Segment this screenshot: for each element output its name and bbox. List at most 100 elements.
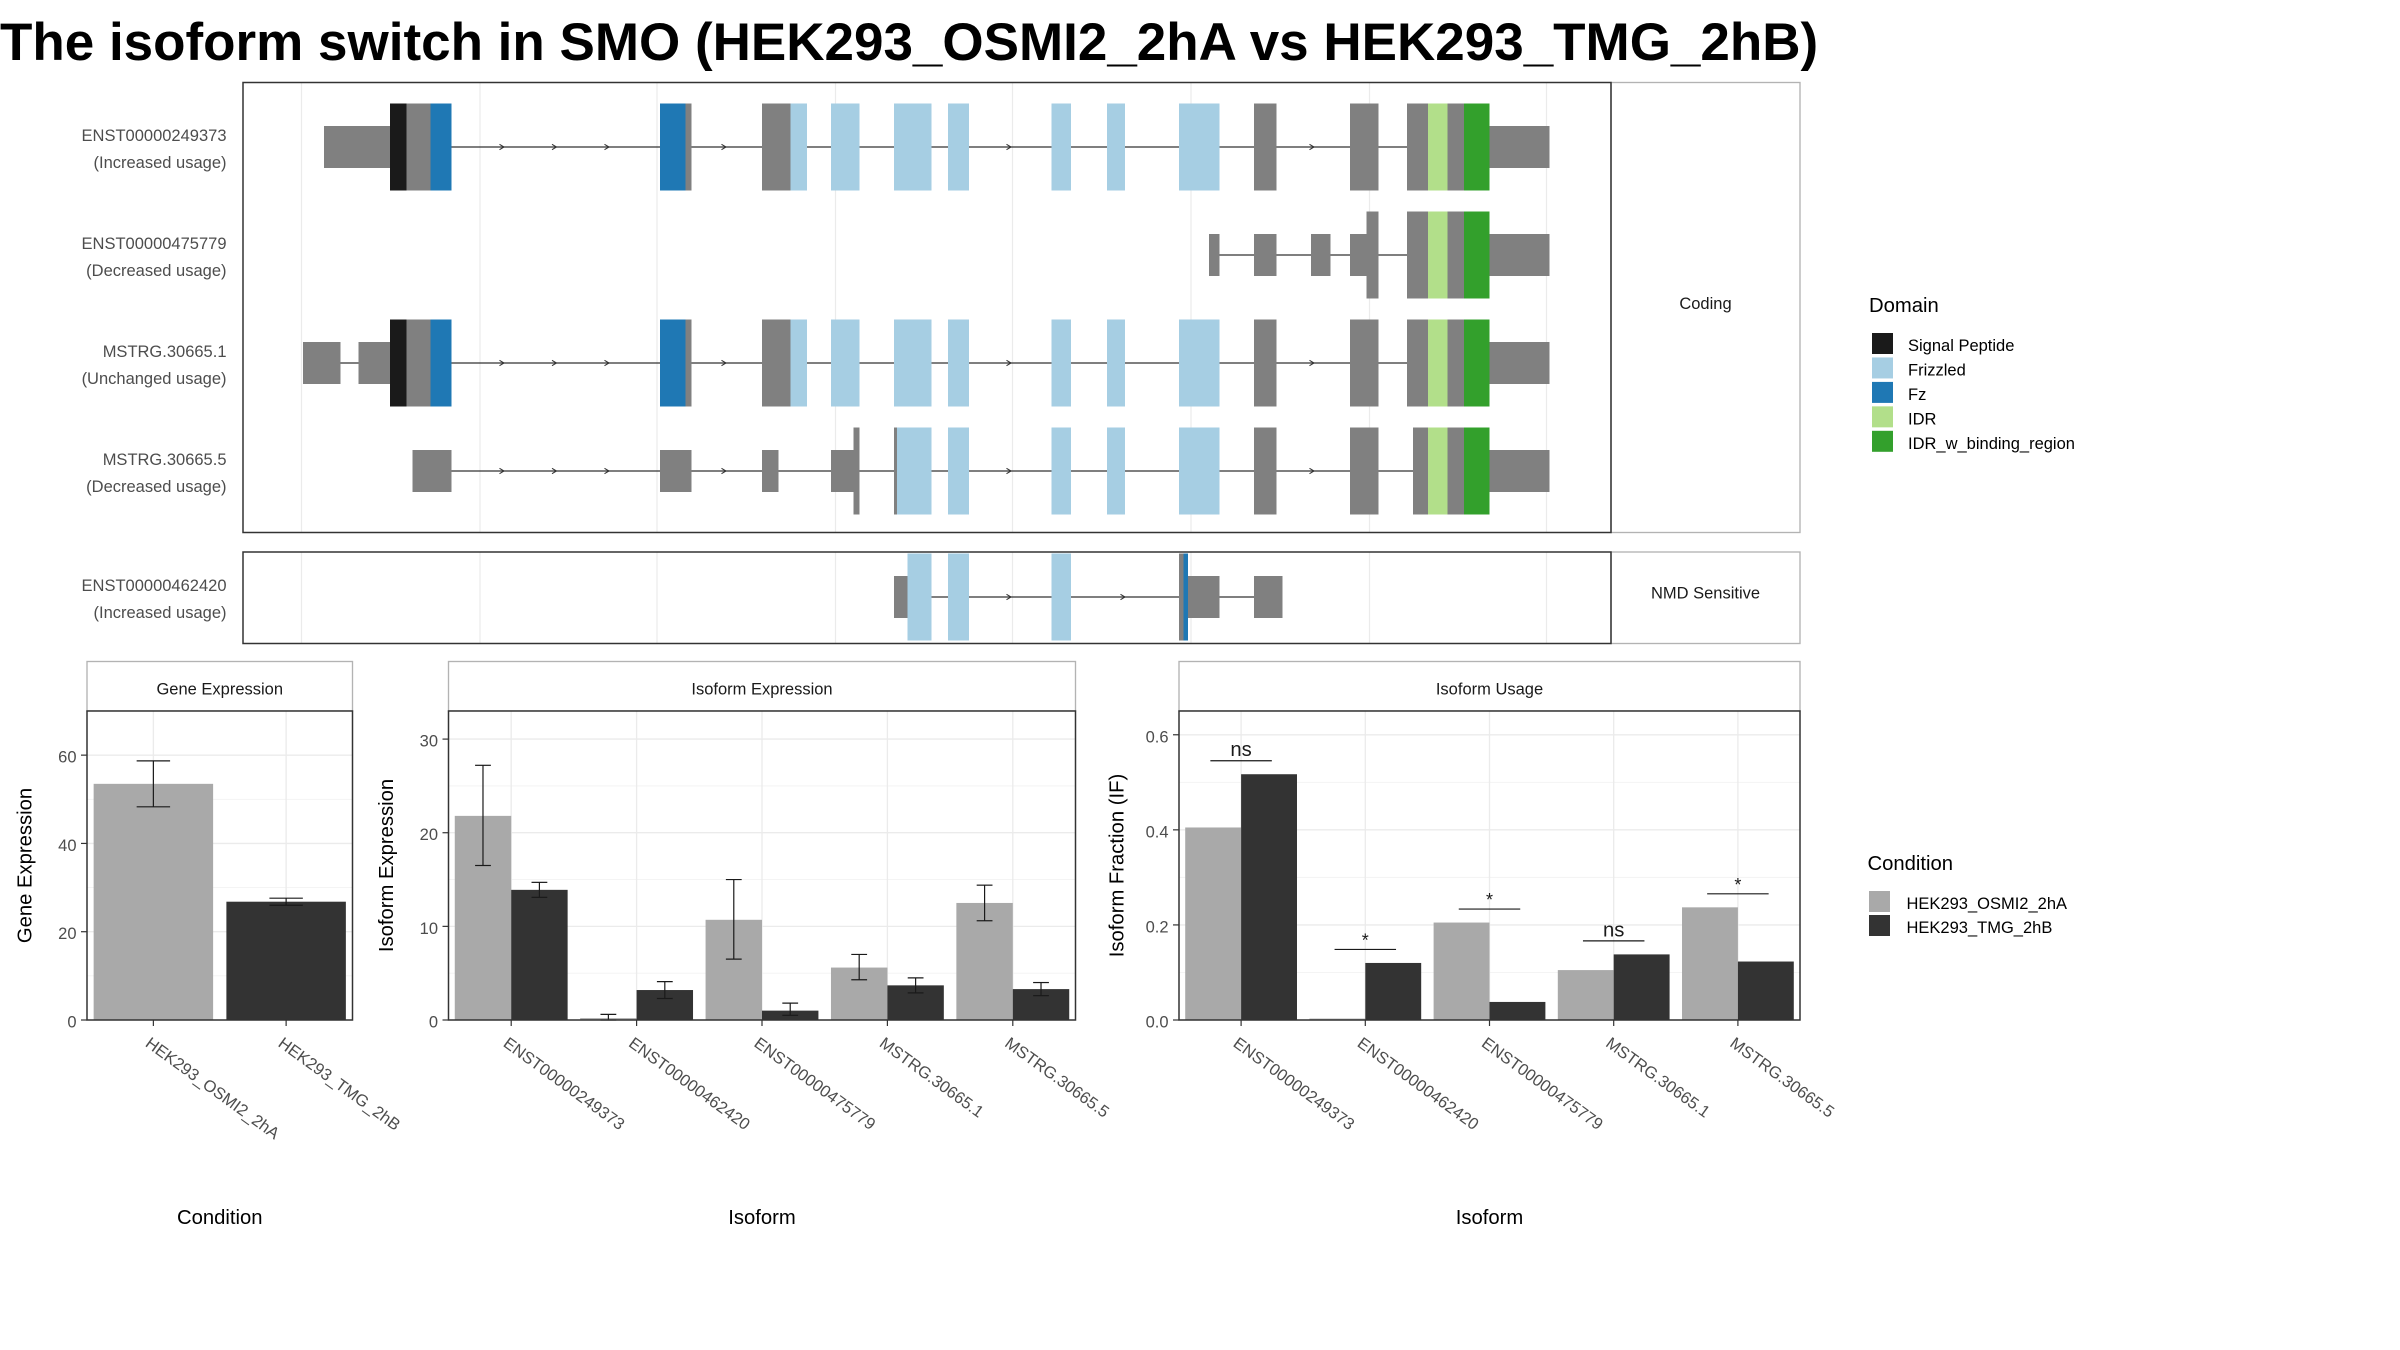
strand-arrow xyxy=(499,359,506,367)
strand-arrow xyxy=(551,359,558,367)
exon-plain xyxy=(1489,126,1550,168)
legend-title: Domain xyxy=(1869,295,1939,317)
transcript-model xyxy=(894,553,1283,641)
significance-label: ns xyxy=(1603,919,1624,941)
exon-plain xyxy=(1407,211,1428,299)
exon-fz xyxy=(430,103,452,191)
exon-friz xyxy=(831,103,860,191)
exon-plain xyxy=(1254,234,1277,276)
exon-plain xyxy=(1407,319,1428,407)
exon-plain xyxy=(1407,103,1428,191)
x-tick-label: MSTRG.30665.1 xyxy=(1602,1034,1713,1121)
legend-item: Fz xyxy=(1908,386,1926,404)
facet-strip xyxy=(1610,81,1801,534)
x-tick-label: ENST00000462420 xyxy=(1354,1034,1482,1134)
x-tick-label: ENST00000475779 xyxy=(1478,1034,1606,1134)
exon-friz xyxy=(1179,319,1220,407)
chart-title: Isoform Usage xyxy=(1436,681,1543,699)
exon-plain xyxy=(1311,234,1331,276)
y-tick-label: 30 xyxy=(420,733,438,751)
exon-plain xyxy=(894,427,897,515)
legend-swatch xyxy=(1872,381,1893,403)
legend-title: Condition xyxy=(1868,853,1954,875)
transcript-usage: (Unchanged usage) xyxy=(82,370,227,388)
exon-plain xyxy=(358,342,390,384)
exon-plain xyxy=(1179,553,1184,641)
transcript-model xyxy=(412,427,1550,515)
transcript-id: ENST00000249373 xyxy=(82,127,227,145)
facet-strip-label: NMD Sensitive xyxy=(1651,585,1760,603)
exon-friz xyxy=(1107,103,1125,191)
chart-title: Isoform Expression xyxy=(691,681,832,699)
exon-friz xyxy=(948,103,969,191)
legend-item: HEK293_TMG_2hB xyxy=(1907,919,2053,937)
facet-strip xyxy=(86,660,354,712)
strand-arrow xyxy=(1006,143,1013,151)
transcript-id: MSTRG.30665.5 xyxy=(103,451,227,469)
exon-plain xyxy=(1489,234,1550,276)
x-axis-title: Condition xyxy=(177,1207,263,1229)
legend-item: Signal Peptide xyxy=(1908,337,2014,355)
y-tick-label: 40 xyxy=(58,837,76,855)
exon-fz xyxy=(1183,553,1188,641)
legend-swatch xyxy=(1872,406,1893,428)
exon-friz xyxy=(1107,319,1125,407)
transcript-usage: (Increased usage) xyxy=(94,154,227,172)
isoform-usage-chart: Isoform Usage ns * * ns * 0.0 0.2 0.4 0.6 ENST0000… xyxy=(1107,660,1838,1229)
figure-title: The isoform switch in SMO (HEK293_OSMI2_… xyxy=(0,13,1819,72)
strand-arrow xyxy=(1309,359,1316,367)
exon-plain xyxy=(1447,211,1464,299)
exon-friz xyxy=(790,319,807,407)
exon-plain xyxy=(1209,234,1220,276)
bar xyxy=(1185,827,1242,1020)
exon-plain xyxy=(831,450,854,492)
exon-friz xyxy=(1051,553,1071,641)
transcript-usage: (Increased usage) xyxy=(94,604,227,622)
exon-friz xyxy=(790,103,807,191)
x-tick-label: ENST00000462420 xyxy=(625,1034,753,1134)
exon-friz xyxy=(948,319,969,407)
gene-expression-chart: Gene Expression 0 20 40 60 HEK293_OSMI2_2hAHE… xyxy=(15,660,404,1229)
bar xyxy=(1365,962,1422,1020)
strand-arrow xyxy=(721,143,728,151)
y-tick-label: 10 xyxy=(420,920,438,938)
y-tick-label: 20 xyxy=(420,826,438,844)
y-axis-title: Gene Expression xyxy=(15,788,37,943)
exon-plain xyxy=(853,427,860,515)
bar xyxy=(1241,774,1297,1020)
bar xyxy=(1489,1001,1546,1020)
exon-plain xyxy=(324,126,390,168)
bar xyxy=(1737,961,1794,1020)
strand-arrow xyxy=(721,359,728,367)
x-tick-label: MSTRG.30665.1 xyxy=(876,1034,987,1121)
exon-fz xyxy=(430,319,452,407)
x-tick-label: HEK293_TMG_2hB xyxy=(275,1034,404,1134)
exon-idrb xyxy=(1464,319,1490,407)
exon-plain xyxy=(1350,319,1379,407)
strand-arrow xyxy=(604,359,611,367)
facet-strip-label: Coding xyxy=(1679,295,1731,313)
strand-arrow xyxy=(1006,467,1013,475)
y-tick-label: 0.6 xyxy=(1146,728,1169,746)
strand-arrow xyxy=(1309,467,1316,475)
bar xyxy=(1682,907,1738,1020)
exon-plain xyxy=(1489,450,1550,492)
legend-item: IDR_w_binding_region xyxy=(1908,435,2075,453)
exon-friz xyxy=(1179,427,1220,515)
x-tick-label: HEK293_OSMI2_2hA xyxy=(142,1034,282,1143)
x-tick-label: MSTRG.30665.5 xyxy=(1727,1034,1838,1121)
transcript-id: ENST00000462420 xyxy=(82,577,227,595)
exon-plain xyxy=(685,103,692,191)
exon-plain xyxy=(412,450,452,492)
exon-friz xyxy=(1179,103,1220,191)
transcript-model xyxy=(303,319,1550,407)
legend-swatch xyxy=(1869,891,1890,912)
bar xyxy=(1557,970,1614,1020)
y-tick-label: 0.4 xyxy=(1146,823,1169,841)
strand-arrow xyxy=(604,467,611,475)
exon-plain xyxy=(762,319,791,407)
exon-friz xyxy=(948,553,969,641)
legend-swatch xyxy=(1872,333,1893,354)
exon-idr xyxy=(1428,103,1448,191)
